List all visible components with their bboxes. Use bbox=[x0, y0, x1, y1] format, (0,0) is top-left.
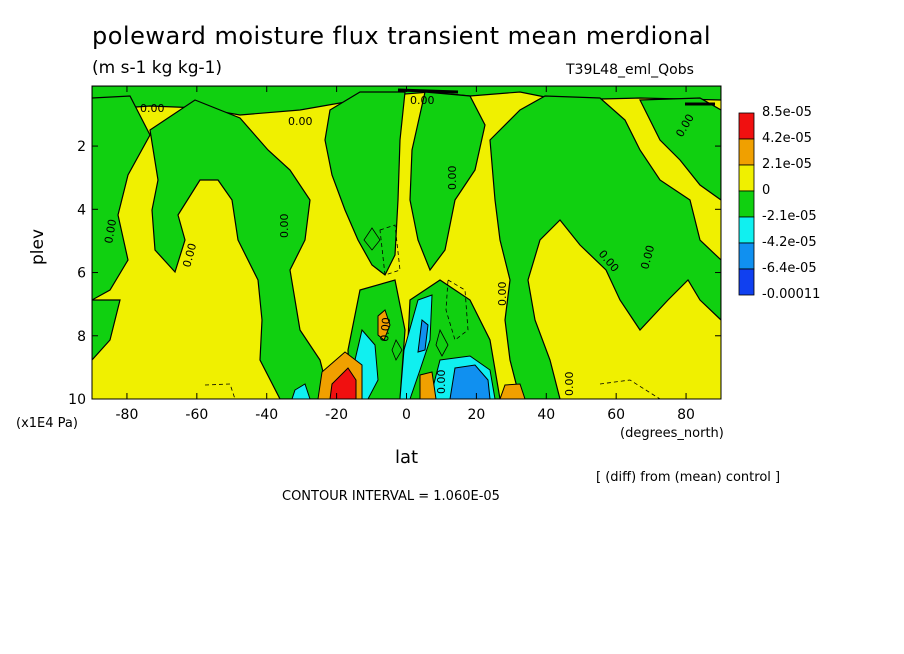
contour-label: 0.00 bbox=[288, 115, 313, 128]
y-axis-units: (x1E4 Pa) bbox=[16, 416, 78, 431]
y-axis: 2 4 6 8 10 bbox=[68, 139, 721, 408]
diff-note: [ (diff) from (mean) control ] bbox=[596, 470, 781, 485]
colorbar-swatch bbox=[738, 112, 755, 140]
colorbar-label: 8.5e-05 bbox=[762, 105, 812, 120]
y-tick-label: 10 bbox=[68, 392, 86, 408]
contour-label: 0.00 bbox=[102, 218, 119, 244]
x-tick-label: -60 bbox=[185, 407, 208, 423]
x-axis: -80 -60 -40 -20 0 20 40 60 80 bbox=[116, 86, 695, 423]
colorbar-label: 2.1e-05 bbox=[762, 157, 812, 172]
x-tick-label: 20 bbox=[467, 407, 485, 423]
x-tick-label: -80 bbox=[116, 407, 139, 423]
contour-label: 0.00 bbox=[638, 244, 657, 271]
contour-label: 0.00 bbox=[410, 94, 435, 107]
colorbar-label: 0 bbox=[762, 183, 770, 198]
colorbar-swatch bbox=[738, 216, 755, 244]
x-tick-label: 0 bbox=[402, 407, 411, 423]
colorbar-label: -0.00011 bbox=[762, 287, 820, 302]
top-contour-line bbox=[397, 88, 459, 94]
y-tick-label: 6 bbox=[77, 266, 86, 282]
chart-units: (m s-1 kg kg-1) bbox=[92, 58, 223, 78]
contour-label: 0.00 bbox=[563, 372, 576, 397]
colorbar-swatch bbox=[738, 190, 755, 218]
field-negative-high bbox=[417, 319, 491, 399]
field-positive-high bbox=[329, 367, 357, 399]
colorbar-label: -2.1e-05 bbox=[762, 209, 817, 224]
contour-label-group: 0.00 0.00 0.00 0.00 0.00 0.00 0.00 0.00 … bbox=[102, 94, 697, 396]
colorbar-swatch bbox=[738, 268, 755, 296]
contour-interval: CONTOUR INTERVAL = 1.060E-05 bbox=[282, 489, 500, 504]
colorbar-swatch bbox=[738, 164, 755, 192]
contour-label: 0.00 bbox=[180, 242, 199, 269]
colorbar-label: -6.4e-05 bbox=[762, 261, 817, 276]
y-tick-label: 2 bbox=[77, 139, 86, 155]
colorbar-legend: 8.5e-05 4.2e-05 2.1e-05 0 -2.1e-05 -4.2e-05 -6… bbox=[738, 105, 820, 302]
x-tick-label: 40 bbox=[537, 407, 555, 423]
contour-label: 0.00 bbox=[378, 317, 393, 343]
contour-label: 0.00 bbox=[278, 214, 291, 239]
contour-label: 0.00 bbox=[496, 282, 509, 307]
zero-contours bbox=[363, 227, 449, 361]
y-tick-label: 8 bbox=[77, 329, 86, 345]
x-tick-label: -20 bbox=[325, 407, 348, 423]
run-label: T39L48_eml_Qobs bbox=[566, 62, 694, 78]
x-tick-label: 80 bbox=[677, 407, 695, 423]
x-tick-label: 60 bbox=[607, 407, 625, 423]
contour-label: 0.00 bbox=[435, 370, 448, 395]
negative-contours bbox=[204, 224, 661, 399]
heatmap-field bbox=[92, 86, 721, 399]
field-negative-low bbox=[92, 86, 721, 399]
y-axis-label: plev bbox=[28, 228, 48, 265]
chart-title: poleward moisture flux transient mean me… bbox=[92, 22, 712, 50]
colorbar-label: 4.2e-05 bbox=[762, 131, 812, 146]
colorbar-swatch bbox=[738, 138, 755, 166]
x-axis-label: lat bbox=[395, 447, 419, 468]
colorbar-label: -4.2e-05 bbox=[762, 235, 817, 250]
x-tick-label: -40 bbox=[255, 407, 278, 423]
contour-label: 0.00 bbox=[446, 166, 459, 191]
x-axis-units: (degrees_north) bbox=[620, 426, 724, 441]
y-tick-label: 4 bbox=[77, 202, 86, 218]
colorbar-swatch bbox=[738, 242, 755, 270]
contour-label: 0.00 bbox=[140, 102, 165, 115]
